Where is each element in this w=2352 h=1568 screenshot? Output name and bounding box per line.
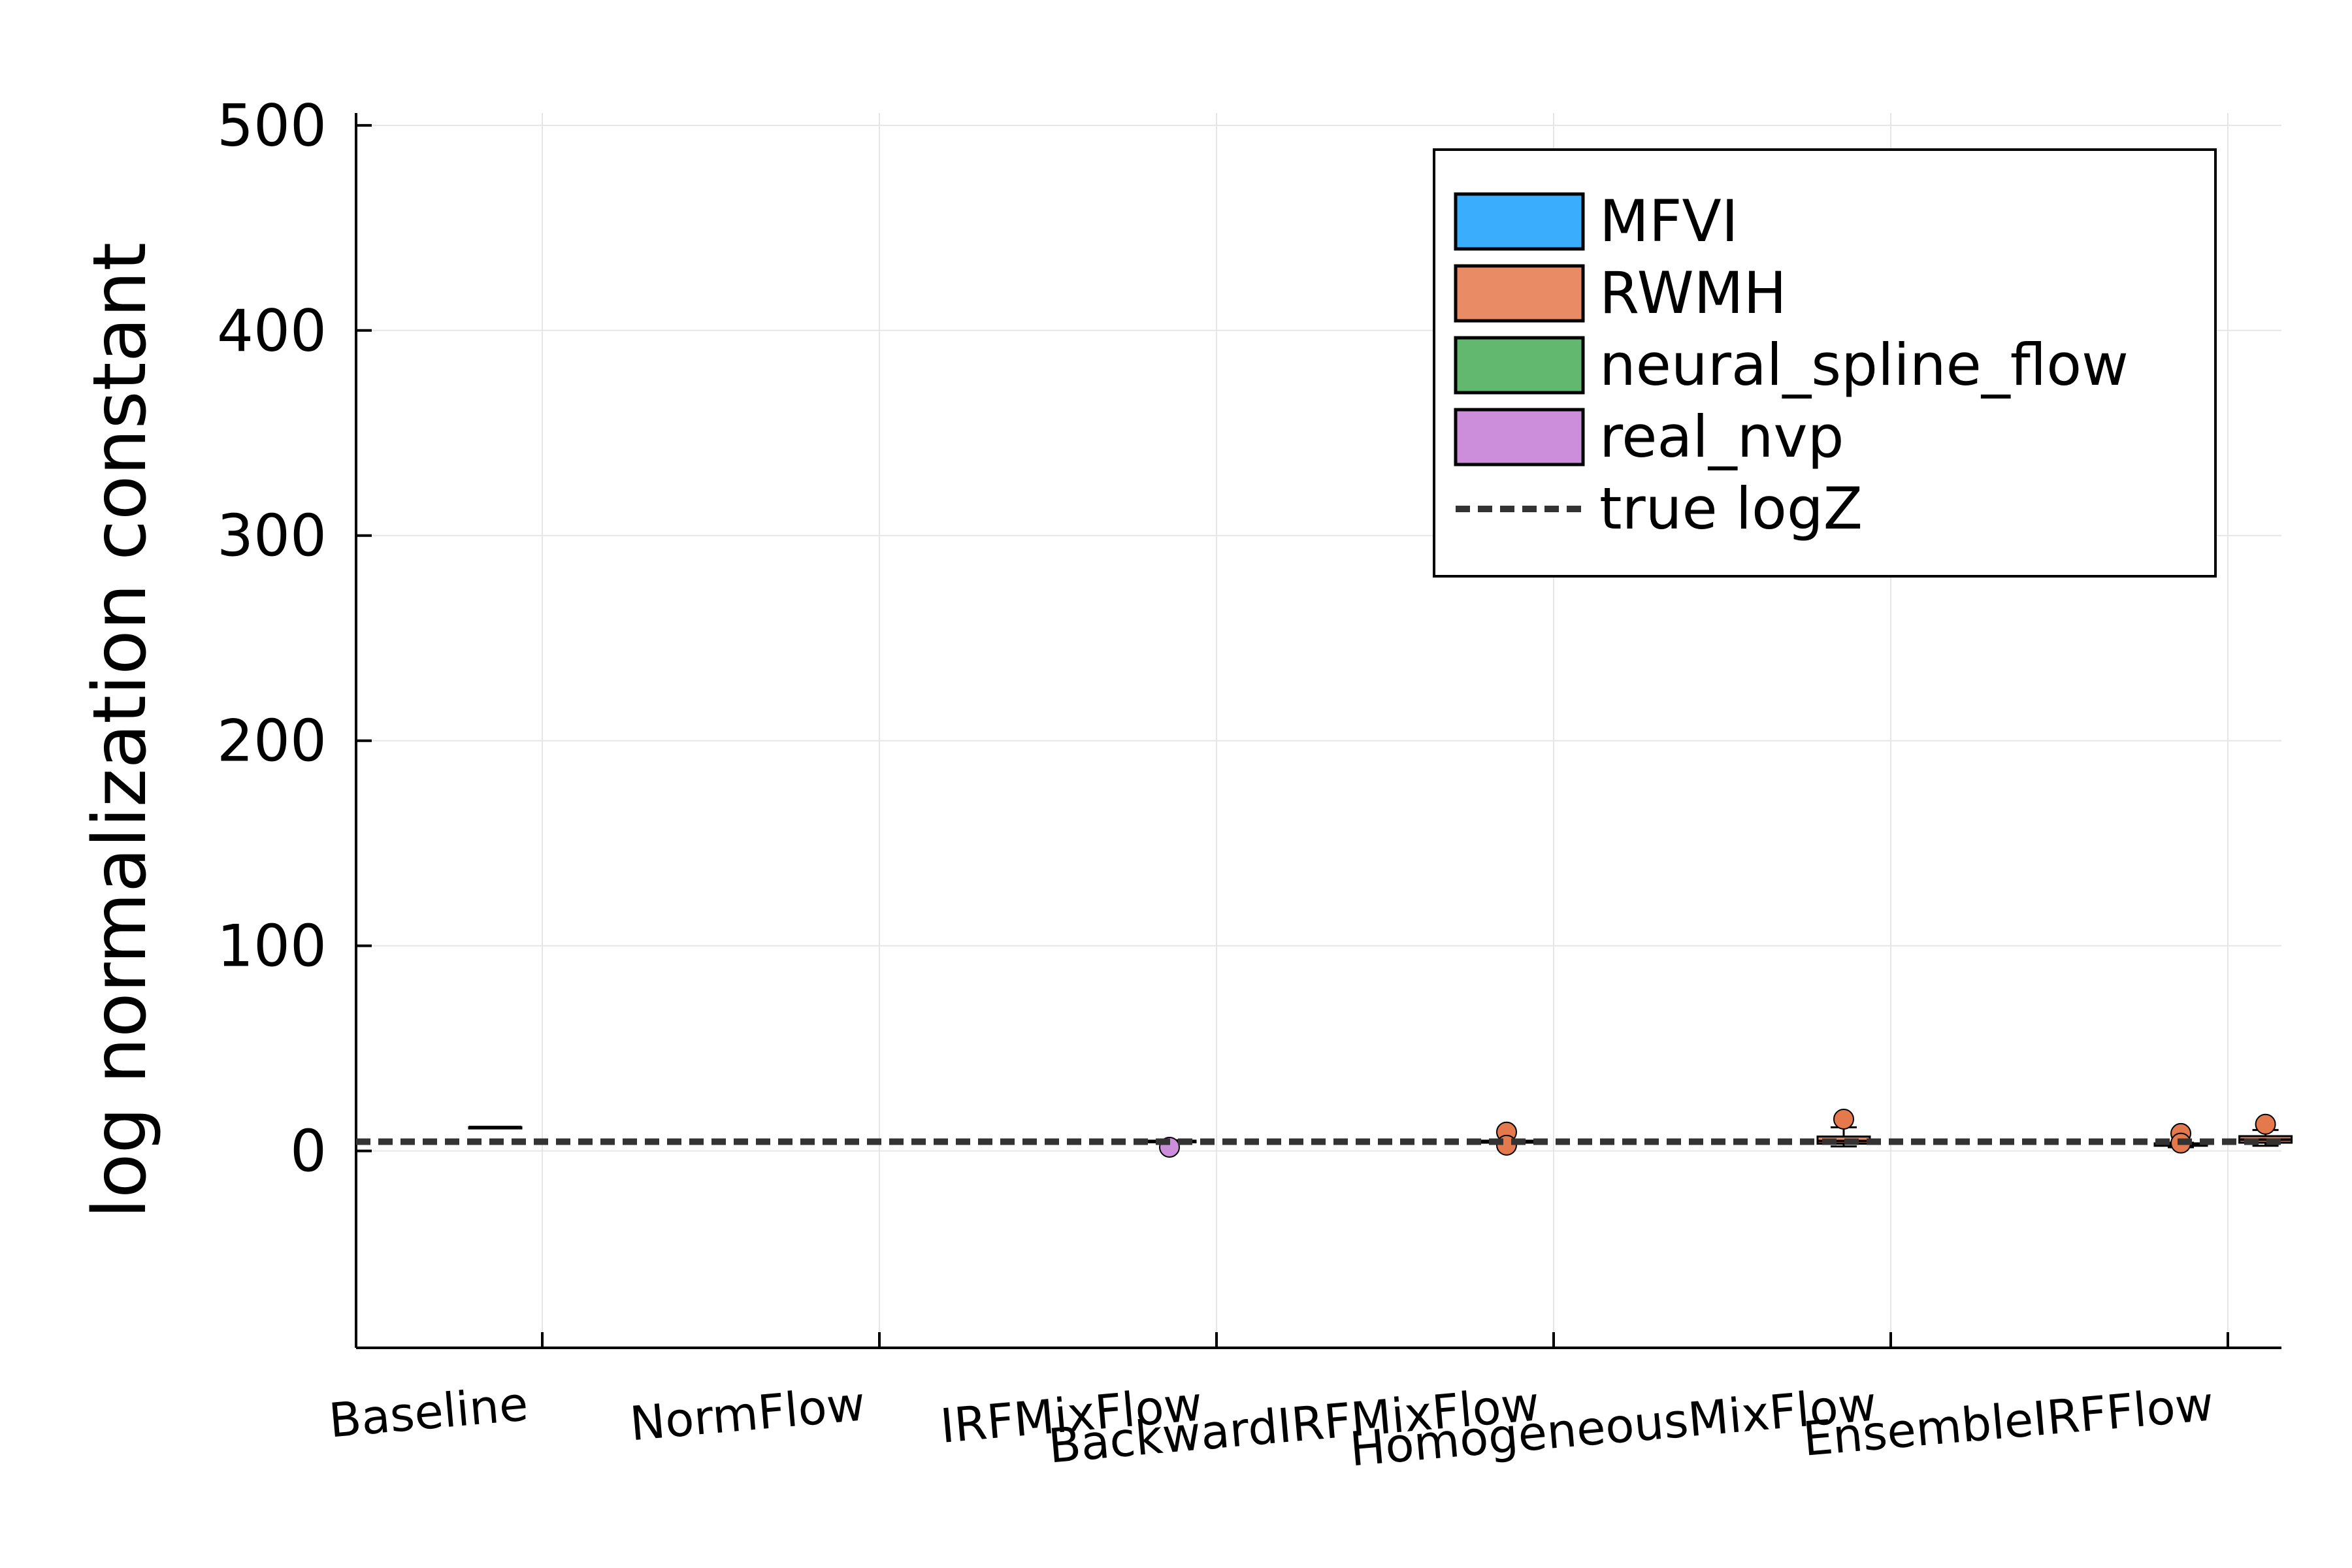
- box-plot-data: [468, 1108, 2293, 1158]
- outlier-point: [1833, 1108, 1854, 1130]
- legend-swatch-RWMH: [1454, 264, 1585, 323]
- x-tick-label: Baseline: [327, 1376, 530, 1448]
- legend-swatch-MFVI: [1454, 192, 1585, 251]
- y-tick-label: 500: [217, 92, 327, 159]
- box-RWMH: [2153, 1122, 2208, 1154]
- legend-label: RWMH: [1599, 259, 1787, 327]
- x-tick-labels: Baseline NormFlow IRFMixFlowBackwardIRFMix…: [327, 1376, 2215, 1477]
- y-tick-labels: 0 100 200 300 400 500: [217, 92, 327, 1185]
- y-tick-label: 200: [217, 708, 327, 775]
- box-MFVI: [468, 1126, 523, 1130]
- y-tick-label: 400: [217, 297, 327, 365]
- legend-label: real_nvp: [1599, 403, 1844, 470]
- legend-swatch-real_nvp: [1454, 408, 1585, 466]
- y-tick-label: 0: [290, 1118, 327, 1185]
- x-tick-label: NormFlow: [628, 1376, 868, 1451]
- legend-label: MFVI: [1599, 188, 1739, 255]
- legend-label: neural_spline_flow: [1599, 331, 2129, 399]
- y-tick-label: 100: [217, 913, 327, 980]
- y-axis-label: log normalization constant: [78, 242, 163, 1218]
- legend-label: true logZ: [1599, 475, 1863, 542]
- outlier-point: [2255, 1113, 2276, 1135]
- outlier-point: [1496, 1134, 1517, 1156]
- legend-swatch-neural_spline_flow: [1454, 336, 1585, 395]
- y-tick-label: 300: [217, 502, 327, 570]
